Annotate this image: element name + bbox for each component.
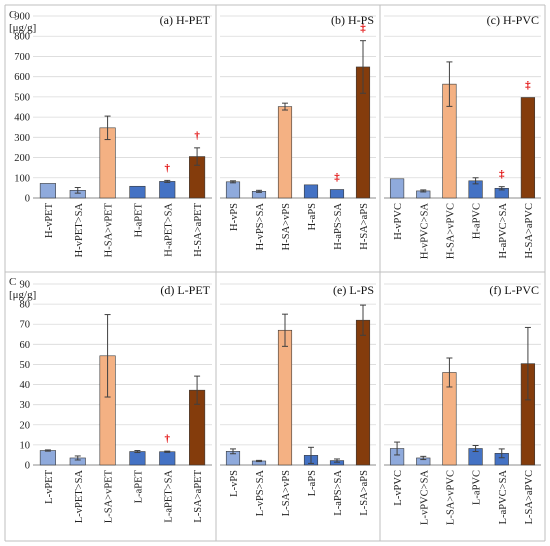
panel-a-h-pet: 0 100 200 300 400 500 600 700 800 900 (a) H-PET H-v… [14,12,212,258]
panel-title: (d) L-PET [160,283,210,297]
x-tick-label: H-aPET [133,202,144,237]
bar-h-vps [225,181,241,199]
panel-b-h-ps: (b) H-PS H-vPS H-vPS>SA H-SA>vPS H-aPS ‡ H-aPS… [220,13,376,250]
x-tick-label: L-aPS [307,470,318,496]
x-tick-label: H-SA>vPET [104,202,115,257]
x-tick-label: L-aPVC>SA [498,470,509,525]
x-tick-label: L-aPET [133,469,144,503]
x-tick-label: L-vPVC [393,470,404,506]
y-tick-label: 300 [14,133,30,144]
x-tick-label: L-vPET>SA [74,470,85,524]
panel-title: (c) H-PVC [487,13,539,27]
y-tick-label: 0 [25,461,30,472]
y-tick-label: 90 [20,280,31,291]
significance-marker: † [194,130,200,142]
x-tick-label: H-vPVC>SA [419,203,430,260]
y-tick-label: 400 [14,113,30,124]
bar-h-sa-apvc [520,97,536,199]
x-tick-label: H-vPVC [393,203,404,240]
x-tick-label: H-aPS [307,203,318,231]
bar-h-vpet [39,183,56,199]
bar-h-apet-sa [159,181,176,199]
bar-l-apet-sa [159,451,176,466]
x-tick-label: L-SA>aPET [193,469,204,522]
unit-label-top-units: [μg/g] [9,22,36,34]
bar-h-sa-vps [277,106,293,199]
significance-marker: † [165,162,171,174]
y-tick-label: 20 [20,420,31,431]
unit-label-top-c: C [9,9,16,21]
panel-title: (b) H-PS [331,13,374,27]
significance-marker: ‡ [525,79,531,91]
panel-f-l-pvc: (f) L-PVC L-vPVC L-vPVC>SA L-SA>vPVC L-aPVC L… [384,283,541,525]
y-tick-label: 500 [14,92,30,103]
y-tick-label: 100 [14,173,30,184]
x-tick-label: L-SA>aPS [359,470,370,516]
bar-h-apet [129,185,146,199]
significance-marker: † [165,433,171,445]
x-tick-label: H-SA>vPVC [445,203,456,259]
x-tick-label: H-SA>aPET [193,202,204,256]
x-tick-label: H-vPS [229,203,240,231]
y-tick-label: 10 [20,440,31,451]
significance-marker: ‡ [360,23,366,35]
x-tick-label: H-SA>aPS [359,203,370,250]
y-tick-label: 0 [25,194,30,205]
x-tick-label: L-aPET>SA [163,470,174,523]
x-tick-label: L-SA>vPET [104,469,115,523]
y-tick-label: 200 [14,153,30,164]
panel-c-h-pvc: (c) H-PVC H-vPVC H-vPVC>SA H-SA>vPVC H-aPVC ‡… [384,13,541,259]
x-tick-label: L-vPS>SA [255,470,266,517]
x-tick-label: L-vPET [44,469,55,503]
y-tick-label: 60 [20,340,31,351]
x-tick-label: H-aPVC [472,203,483,239]
x-tick-label: H-vPS>SA [255,203,266,251]
y-tick-label: 30 [20,400,31,411]
bar-l-sa-vps [277,329,293,466]
bar-h-aps-sa [329,189,345,199]
x-tick-label: H-SA>vPS [281,203,292,251]
bar-h-aps [303,184,319,199]
x-tick-label: L-vPVC>SA [419,470,430,525]
x-tick-label: L-SA>aPVC [524,470,535,524]
x-tick-label: L-SA>vPS [281,470,292,516]
panel-d-l-pet: 0 10 20 30 40 50 60 70 80 90 (d) L-PET L-vPET L-vPET… [20,280,212,524]
y-tick-label: 600 [14,72,30,83]
x-tick-label: H-aPS>SA [333,203,344,250]
bar-l-sa-aps [355,319,371,466]
panel-borders [4,4,546,542]
bar-h-vpvc [389,178,405,199]
panel-title: (f) L-PVC [489,283,539,297]
x-tick-label: H-vPET [44,202,55,238]
panel-e-l-ps: (e) L-PS L-vPS L-vPS>SA L-SA>vPS L-aPS L-aPS>… [220,283,376,516]
significance-marker: ‡ [334,172,340,184]
x-tick-label: H-SA>aPVC [524,203,535,259]
y-tick-label: 700 [14,52,30,63]
bar-l-vpet [39,450,56,466]
x-tick-label: L-vPS [229,470,240,497]
x-tick-label: H-vPET>SA [74,203,85,258]
y-tick-label: 50 [20,360,31,371]
bar-l-apet [129,451,146,466]
y-tick-label: 900 [14,12,30,23]
x-tick-label: L-aPVC [472,470,483,505]
y-tick-label: 80 [20,300,31,311]
y-tick-label: 70 [20,320,31,331]
x-tick-label: H-aPVC>SA [498,203,509,259]
x-tick-label: L-SA>vPVC [445,470,456,525]
x-tick-label: H-aPET>SA [163,203,174,257]
unit-label-bottom-c: C [9,276,16,288]
panel-title: (e) L-PS [333,283,374,297]
x-tick-label: L-aPS>SA [333,470,344,516]
significance-marker: ‡ [499,169,505,181]
y-tick-label: 800 [14,32,30,43]
panel-title: (a) H-PET [160,13,211,27]
unit-label-bottom-units: [μg/g] [9,289,36,301]
y-tick-label: 40 [20,380,31,391]
